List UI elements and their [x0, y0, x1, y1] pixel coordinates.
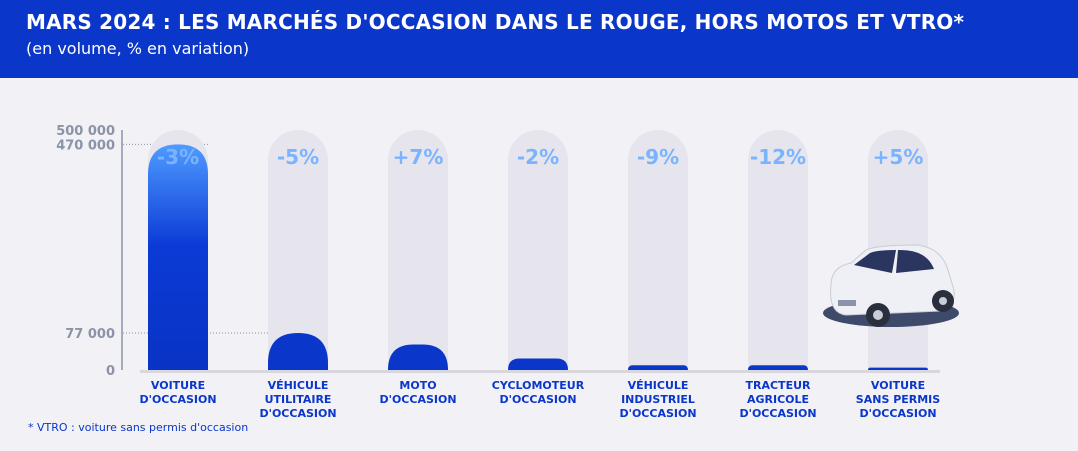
y-tick-label: 77 000 — [65, 327, 115, 342]
bar — [268, 333, 328, 370]
variation-label: +5% — [873, 145, 924, 169]
category-label: MOTO D'OCCASION — [379, 379, 457, 406]
variation-label: -2% — [517, 145, 559, 169]
category-label: VOITURE D'OCCASION — [139, 379, 217, 406]
bar — [508, 358, 568, 370]
footnote: * VTRO : voiture sans permis d'occasion — [28, 421, 249, 434]
header: MARS 2024 : LES MARCHÉS D'OCCASION DANS … — [0, 0, 1078, 78]
bar — [628, 365, 688, 370]
variation-label: -3% — [157, 145, 199, 169]
bar — [868, 367, 928, 370]
category-label: TRACTEUR AGRICOLE D'OCCASION — [739, 379, 817, 420]
y-tick-label: 470 000 — [56, 138, 115, 153]
bar — [388, 344, 448, 370]
variation-label: -5% — [277, 145, 319, 169]
bar-background-pill — [748, 130, 808, 370]
bar-background-pill — [268, 130, 328, 370]
y-tick-label: 500 000 — [56, 124, 115, 139]
category-label: VÉHICULE UTILITAIRE D'OCCASION — [259, 379, 337, 420]
car-illustration — [823, 244, 959, 327]
variation-label: +7% — [393, 145, 444, 169]
bar — [748, 365, 808, 370]
variation-label: -9% — [637, 145, 679, 169]
page-subtitle: (en volume, % en variation) — [26, 39, 250, 58]
y-tick-label: 0 — [106, 364, 115, 379]
bar-background-pill — [388, 130, 448, 370]
category-label: CYCLOMOTEUR D'OCCASION — [491, 379, 585, 406]
page-title: MARS 2024 : LES MARCHÉS D'OCCASION DANS … — [26, 10, 965, 34]
bar-background-pill — [508, 130, 568, 370]
category-label: VÉHICULE INDUSTRIEL D'OCCASION — [619, 379, 697, 420]
variation-label: -12% — [750, 145, 806, 169]
bar-background-pill — [628, 130, 688, 370]
category-label: VOITURE SANS PERMIS D'OCCASION — [855, 379, 941, 420]
baseline — [140, 370, 940, 373]
bar — [148, 144, 208, 370]
